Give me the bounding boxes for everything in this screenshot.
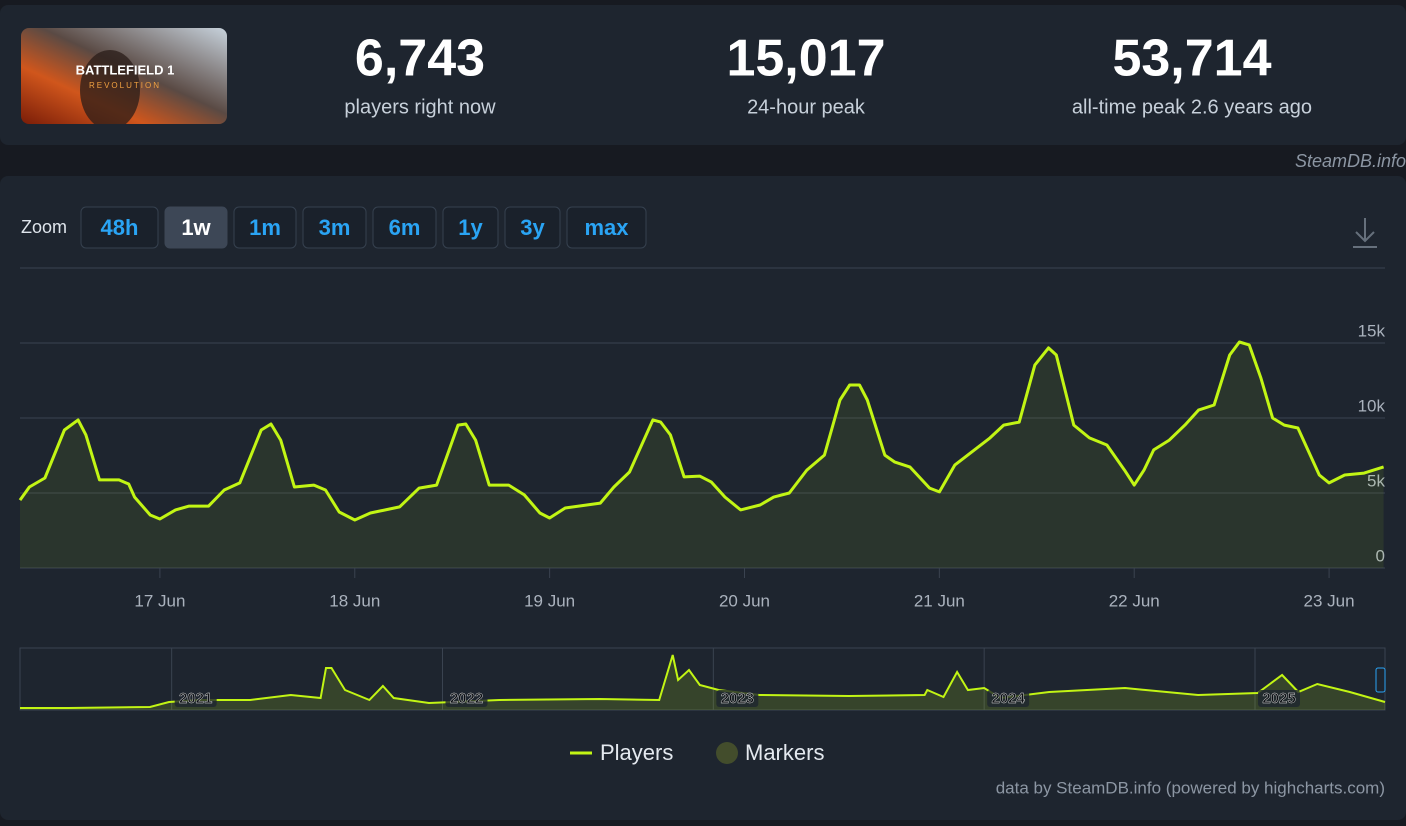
stats-card [0,5,1406,145]
navigator-tick-label: 2021 [179,690,212,707]
stat-value: 53,714 [1112,30,1271,88]
zoom-button-label: 3m [319,215,351,240]
x-tick-label: 23 Jun [1304,591,1355,610]
navigator-handle[interactable] [1375,667,1386,693]
chart-card [0,176,1406,820]
zoom-button[interactable]: 3y [504,206,561,249]
legend-symbol [716,742,738,764]
navigator-area [20,655,1385,710]
zoom-button-bg [80,206,159,249]
navigator-label-bg [987,690,1030,707]
x-tick-label: 19 Jun [524,591,575,610]
legend-item[interactable]: Players [570,740,673,765]
x-tick-label: 22 Jun [1109,591,1160,610]
navigator-tick-label: 2025 [1262,690,1295,707]
stat-value: 15,017 [726,30,885,88]
area [20,342,1384,568]
y-tick-label: 5k [1367,471,1385,490]
stat-value: 6,743 [355,30,485,88]
x-tick-label: 18 Jun [329,591,380,610]
stat-label: players right now [344,96,496,118]
zoom-button-bg [442,206,499,249]
zoom-button[interactable]: 6m [372,206,437,249]
stat-label: 24-hour peak [747,96,866,118]
y-tick-label: 0 [1376,546,1385,565]
zoom-button-label: 1w [181,215,211,240]
game-image-figure [80,50,140,124]
game-subtitle: REVOLUTION [89,81,161,90]
zoom-button-label: 3y [520,215,545,240]
zoom-button-label: 6m [389,215,421,240]
x-tick-label: 21 Jun [914,591,965,610]
zoom-button-bg [164,206,228,249]
navigator-label-bg [1258,690,1300,707]
zoom-buttons: 48h 1w 1m 3m 6m 1y 3y max [80,206,647,249]
navigator-line [20,654,1386,709]
zoom-button-bg [233,206,297,249]
y-tick-label: 10k [1358,396,1386,415]
credit: data by SteamDB.info (powered by highcha… [996,778,1385,797]
zoom-button[interactable]: max [566,206,647,249]
zoom-button[interactable]: 1w [164,206,228,249]
navigator-label-bg [174,690,217,707]
game-image [21,28,227,124]
zoom-button-label: 1m [249,215,281,240]
plot: 0 5k 10k 15k 17 Jun 18 Jun 19 Jun 20 Jun 21 Jun 2… [18,321,1386,610]
legend-label: Players [600,740,673,765]
x-tick-label: 20 Jun [719,591,770,610]
game-title: BATTLEFIELD 1 [76,62,175,77]
zoom-button-label: 48h [101,215,139,240]
navigator-tick-label: 2023 [721,690,754,707]
download-icon[interactable] [1353,218,1377,248]
download-head [1355,231,1375,243]
zoom-button-label: 1y [458,215,483,240]
navigator: 2021 2022 2023 2024 2025 [20,648,1386,710]
watermark: SteamDB.info [1295,151,1406,171]
stat-label: all-time peak 2.6 years ago [1072,96,1312,118]
zoom-button[interactable]: 1y [442,206,499,249]
line [18,340,1385,522]
legend-item[interactable]: Markers [716,740,824,765]
zoom-button[interactable]: 48h [80,206,159,249]
zoom-button-bg [504,206,561,249]
zoom-button[interactable]: 1m [233,206,297,249]
legend-label: Markers [745,740,824,765]
navigator-label-bg [445,690,488,707]
legend: Players Markers [570,740,824,765]
y-tick-label: 15k [1358,321,1386,340]
navigator-tick-label: 2024 [991,690,1025,707]
navigator-label-bg [716,690,759,707]
zoom-label: Zoom [21,217,67,237]
zoom-button-bg [566,206,647,249]
zoom-button-bg [372,206,437,249]
x-tick-label: 17 Jun [134,591,185,610]
zoom-button-label: max [584,215,629,240]
zoom-button-bg [302,206,367,249]
zoom-button[interactable]: 3m [302,206,367,249]
navigator-tick-label: 2022 [450,690,483,707]
